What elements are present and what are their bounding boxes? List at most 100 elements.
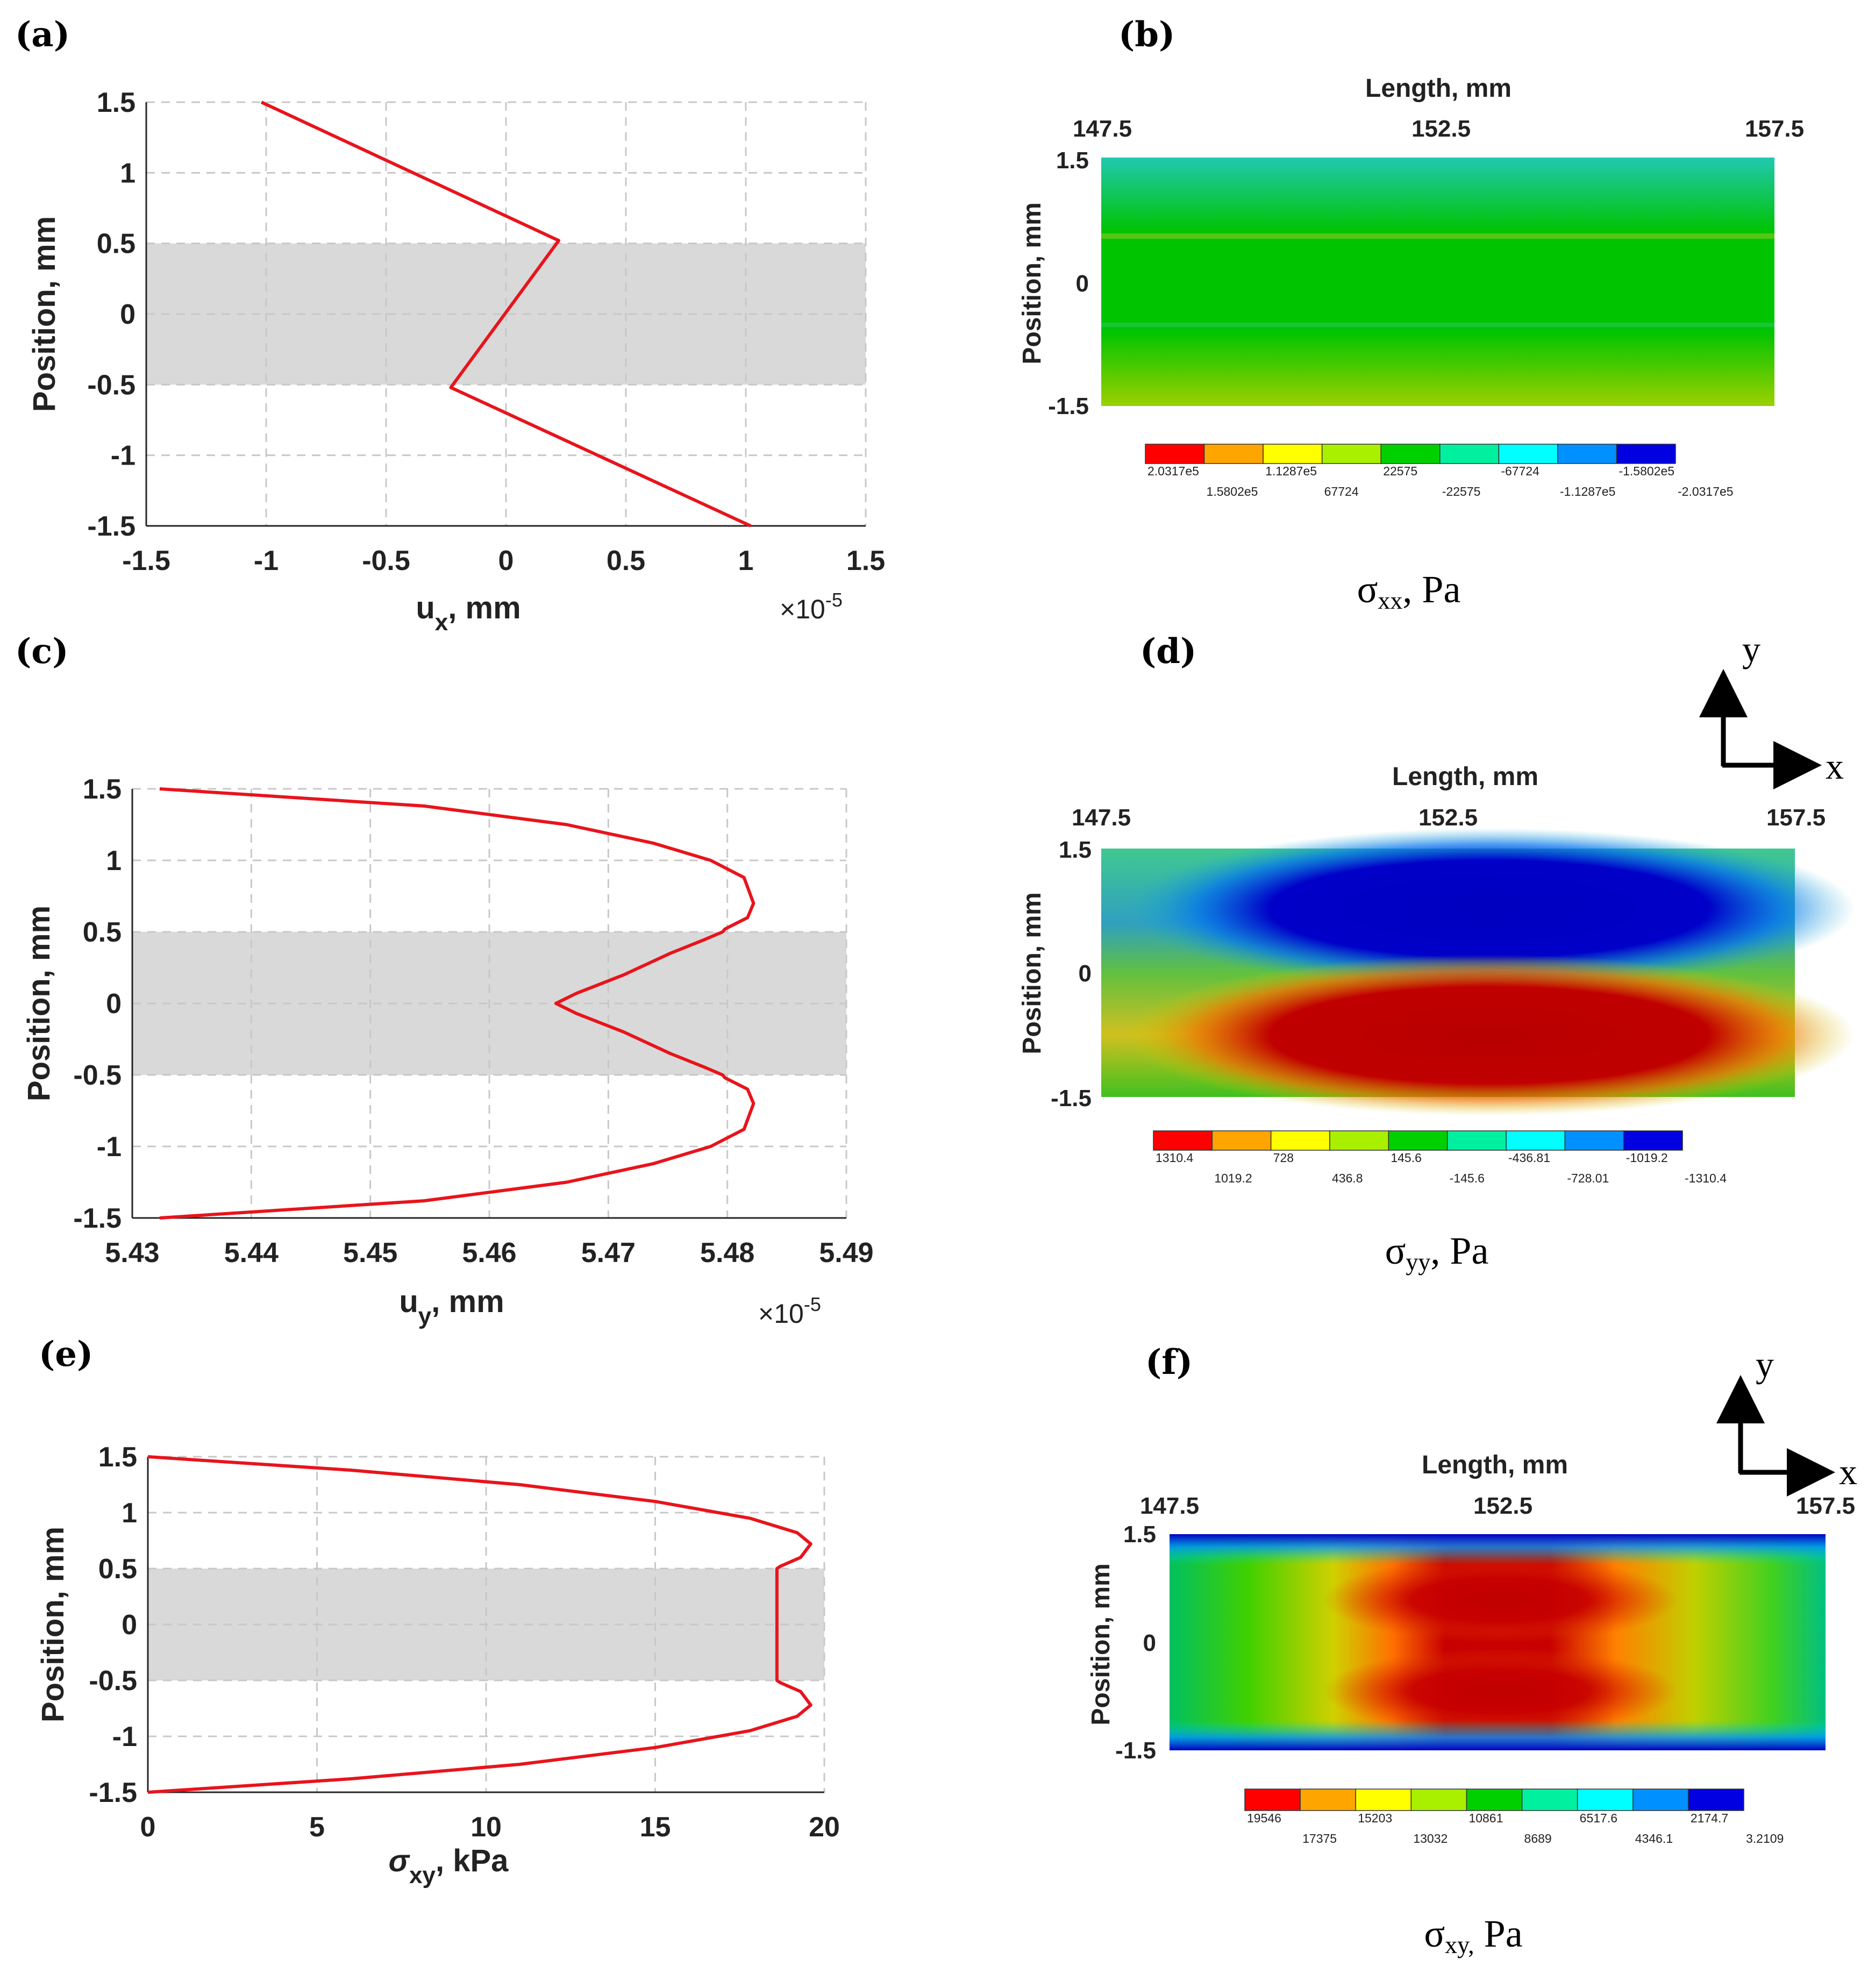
y-tick-label: 0	[106, 988, 122, 1020]
colorbar-value: -145.6	[1450, 1171, 1485, 1185]
caption-b: σxx, Pa	[1357, 568, 1461, 614]
colorbar-value: 15203	[1358, 1811, 1392, 1825]
y-tick-label: 1	[106, 845, 122, 877]
plot-a-ux: (a) -1.5 -1 -0.5 0 0.5 1 1.5 1.5 1 0.5 0 -0.5 -1 -1.5…	[15, 15, 885, 636]
heatmap-d-ytick-mid: 0	[1079, 960, 1092, 987]
colorbar-swatch	[1203, 444, 1264, 464]
x-axis-label: uy, mm	[399, 1284, 504, 1329]
y-tick-label: 1	[122, 1498, 137, 1529]
arrow-label-x: x	[1839, 1451, 1857, 1492]
colorbar-swatch	[1410, 1789, 1467, 1811]
heatmap-d-xtick-right: 157.5	[1766, 804, 1826, 831]
x-axis-label: ux, mm	[416, 590, 521, 636]
x-tick-label: 5.48	[700, 1237, 754, 1269]
y-tick-label: 1.5	[98, 1442, 137, 1473]
colorbar: 1310.4 728 145.6 -436.81 -1019.2 1019.2 436.8 -…	[1153, 1130, 1727, 1185]
axis-arrows-d: y x	[1699, 629, 1844, 789]
colorbar-value: -436.81	[1508, 1151, 1550, 1165]
x-tick-label: 1	[738, 545, 754, 576]
arrow-label-y: y	[1742, 629, 1760, 669]
colorbar-value: 2.0317e5	[1147, 464, 1199, 478]
x-tick-label: 0.5	[607, 545, 645, 576]
colorbar-value: -1019.2	[1626, 1151, 1668, 1165]
y-tick-label: 1.5	[97, 87, 136, 118]
heatmap-f-xtick-mid: 152.5	[1473, 1493, 1532, 1519]
x-tick-label: 5.44	[224, 1237, 279, 1269]
colorbar-value: -1.5802e5	[1619, 464, 1674, 478]
plot-c-uy: (c) 5.43 5.44 5.45 5.46 5.47 5.48 5.49 1.5 1 0.5 0…	[15, 631, 874, 1329]
colorbar: 19546 15203 10861 6517.6 2174.7 17375 13032 868…	[1244, 1789, 1784, 1846]
heatmap-b-ytick-top: 1.5	[1056, 147, 1089, 174]
colorbar-swatch	[1153, 1130, 1213, 1151]
heatmap-f-xtick-right: 157.5	[1796, 1493, 1855, 1519]
heatmap-d-field	[1101, 828, 1855, 1116]
y-tick-label: 0.5	[97, 229, 136, 260]
colorbar-swatch	[1498, 444, 1558, 464]
colorbar-value: 1019.2	[1214, 1171, 1252, 1185]
colorbar-swatch	[1380, 444, 1441, 464]
x-tick-label: 5.46	[462, 1237, 516, 1269]
colorbar-value: 22575	[1383, 464, 1417, 478]
heatmap-b-ytick-mid: 0	[1076, 270, 1089, 297]
heatmap-f-xtick-left: 147.5	[1140, 1493, 1199, 1519]
axis-multiplier: ×10-5	[780, 589, 843, 624]
x-tick-label: 0	[140, 1812, 156, 1843]
colorbar-value: 728	[1273, 1151, 1294, 1165]
colorbar-swatch	[1388, 1130, 1448, 1151]
y-tick-label: 0	[122, 1609, 137, 1641]
colorbar-value: 1.5802e5	[1207, 484, 1258, 498]
colorbar-swatch	[1616, 444, 1676, 464]
y-tick-label: 0.5	[83, 917, 122, 948]
y-tick-label: 1	[120, 158, 136, 189]
x-tick-label: -0.5	[362, 545, 410, 576]
heatmap-b-xtick-left: 147.5	[1073, 116, 1132, 142]
plot-e-sigma-xy: (e) 0 5 10 15 20 1.5 1 0.5 0 -0.5 -1 -1.5 Position, …	[35, 1334, 840, 1889]
panel-label-b: (b)	[1118, 15, 1175, 55]
heatmap-f-ytick-mid: 0	[1143, 1630, 1156, 1656]
colorbar-value: 145.6	[1391, 1151, 1422, 1165]
y-tick-label: -1	[111, 440, 136, 472]
y-tick-label: -1.5	[87, 511, 136, 542]
heatmap-f-ytick-top: 1.5	[1123, 1521, 1156, 1548]
colorbar-swatch	[1506, 1130, 1566, 1151]
heatmap-b-ylabel: Position, mm	[1018, 202, 1046, 364]
heatmap-d-length-label: Length, mm	[1392, 763, 1538, 791]
y-tick-label: 1.5	[83, 774, 122, 805]
colorbar-swatch	[1446, 1130, 1507, 1151]
y-tick-label: -1.5	[73, 1203, 122, 1234]
colorbar-swatch	[1300, 1789, 1356, 1811]
panel-label-e: (e)	[39, 1334, 93, 1374]
heatmap-b-length-label: Length, mm	[1365, 74, 1512, 103]
heatmap-d-ytick-top: 1.5	[1059, 837, 1092, 863]
panel-label-f: (f)	[1145, 1342, 1193, 1383]
colorbar-value: -2.0317e5	[1678, 484, 1734, 498]
colorbar-swatch	[1688, 1789, 1744, 1811]
axis-arrows-f: y x	[1716, 1344, 1857, 1497]
x-axis-label: σxy, kPa	[389, 1843, 509, 1889]
colorbar-value: 3.2109	[1746, 1832, 1784, 1846]
y-tick-label: -0.5	[87, 369, 136, 401]
heatmap-d-xtick-left: 147.5	[1072, 804, 1131, 831]
heatmap-d-xtick-mid: 152.5	[1418, 804, 1478, 831]
colorbar-swatch	[1564, 1130, 1624, 1151]
colorbar-value: 2174.7	[1691, 1811, 1728, 1825]
heatmap-d-ylabel: Position, mm	[1018, 892, 1046, 1054]
colorbar-swatch	[1145, 444, 1205, 464]
panel-label-d: (d)	[1140, 631, 1196, 672]
colorbar-swatch	[1521, 1789, 1578, 1811]
colorbar-value: 13032	[1413, 1832, 1448, 1846]
colorbar-swatch	[1355, 1789, 1412, 1811]
x-tick-label: 10	[470, 1812, 502, 1843]
colorbar-value: 19546	[1247, 1811, 1281, 1825]
colorbar-swatch	[1577, 1789, 1634, 1811]
x-tick-label: 5.45	[343, 1237, 397, 1269]
x-tick-label: 20	[809, 1812, 840, 1843]
data-curve	[147, 1455, 812, 1794]
panel-label-c: (c)	[15, 631, 69, 672]
heatmap-f-ytick-bottom: -1.5	[1115, 1737, 1156, 1764]
colorbar-swatch	[1623, 1130, 1683, 1151]
heatmap-f-field	[1170, 1534, 1826, 1750]
heatmap-f-sigma-xy: (f) Length, mm 147.5 152.5 157.5 1.5 0 -…	[1087, 1342, 1855, 1958]
x-tick-label: 5.49	[819, 1237, 873, 1269]
